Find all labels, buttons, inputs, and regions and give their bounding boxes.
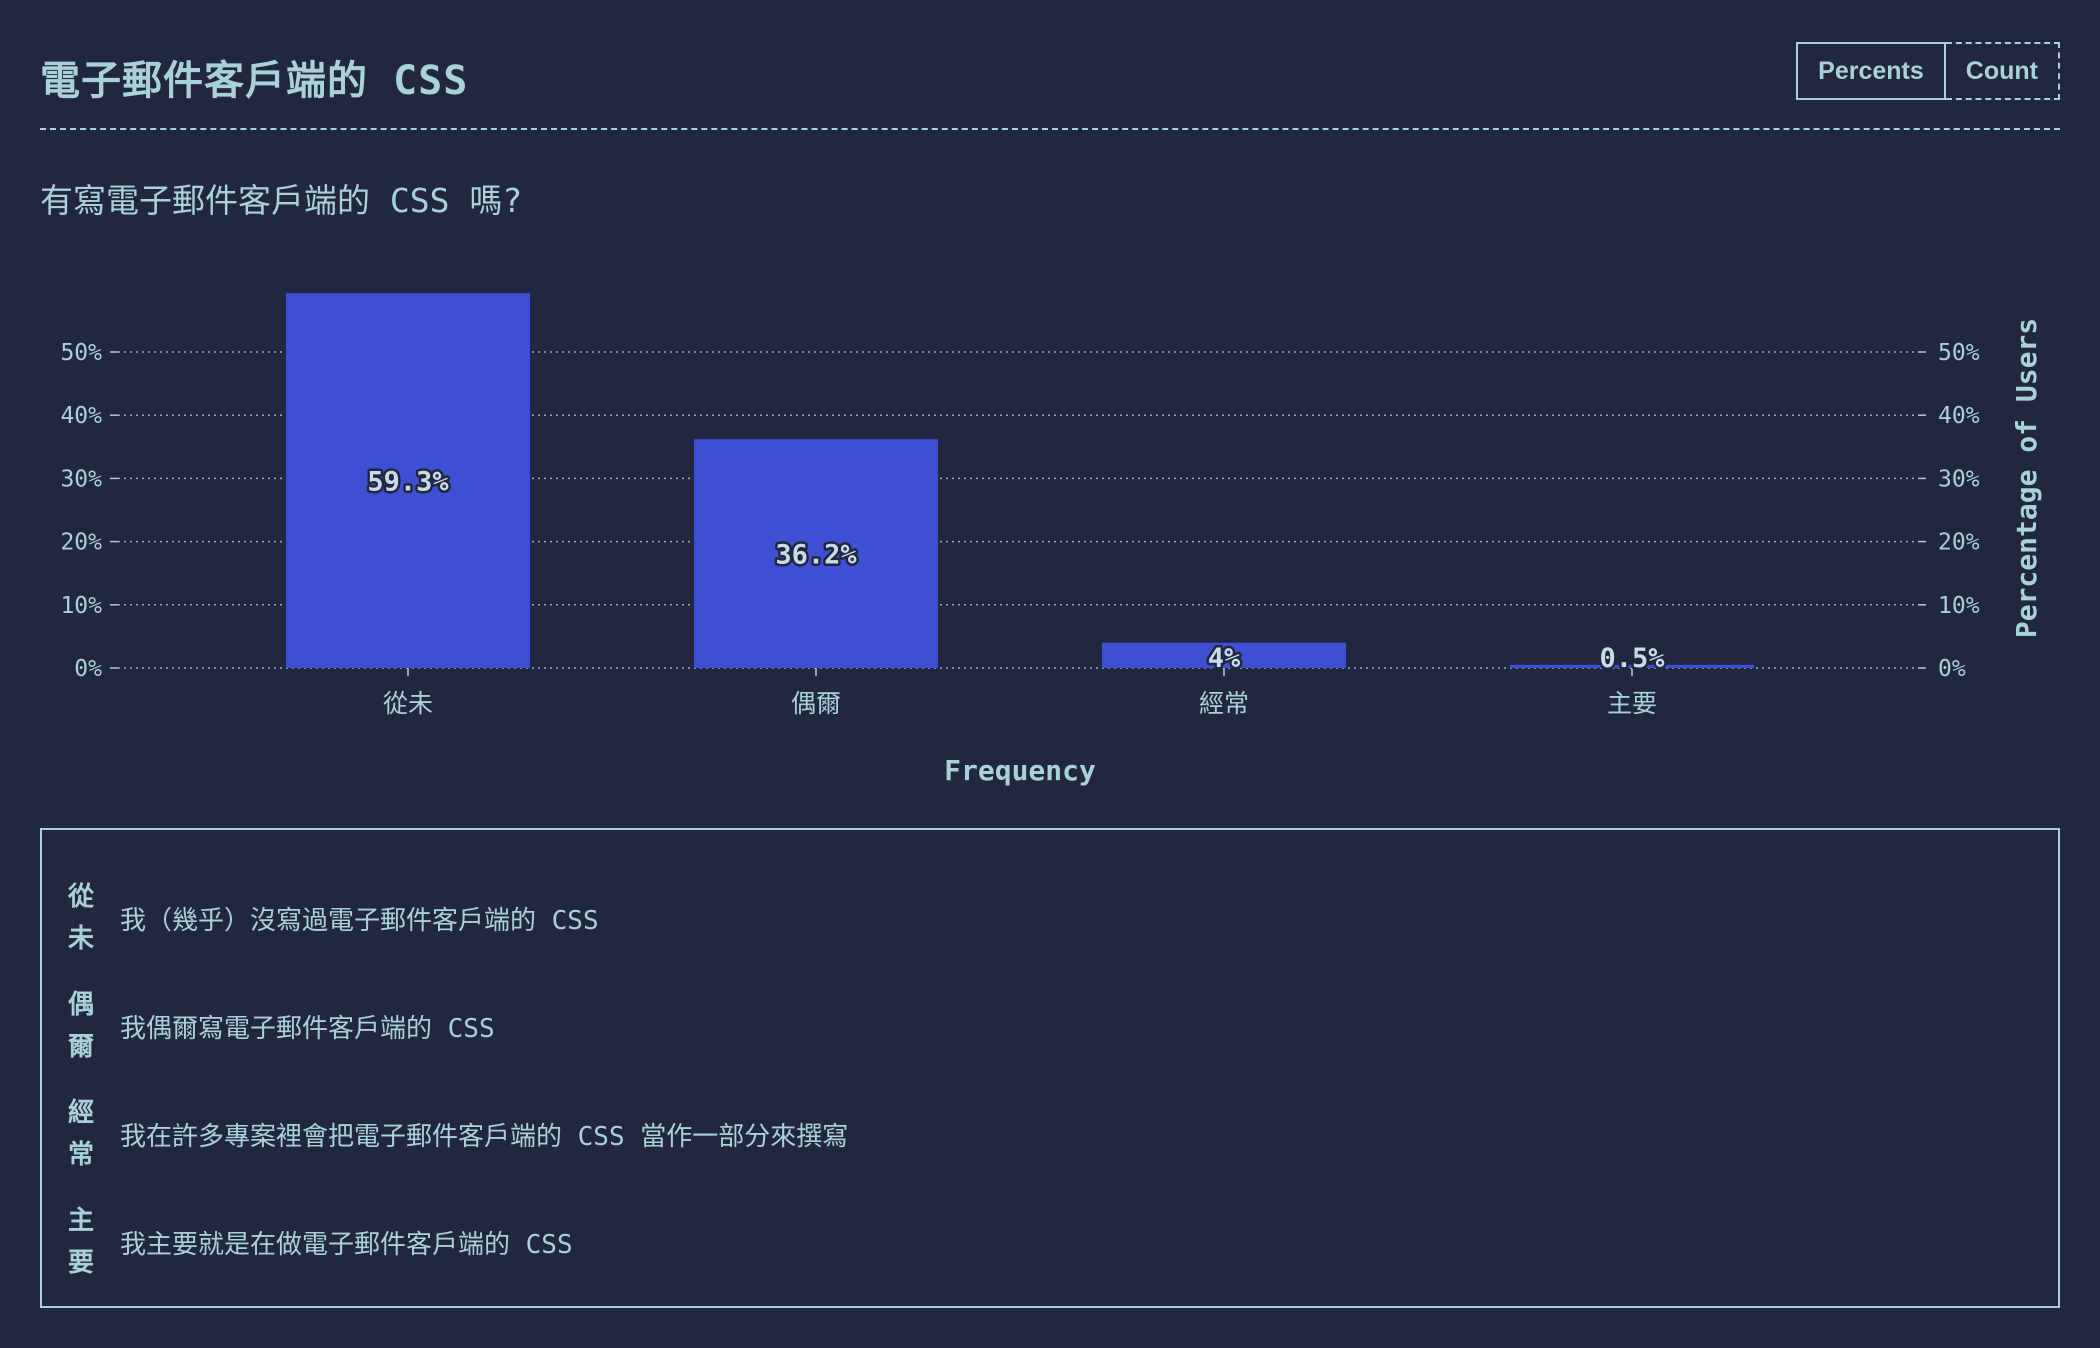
legend-key: 經常 bbox=[67, 1098, 94, 1170]
y-tick-label: 40% bbox=[60, 403, 102, 429]
y-tick-label-right: 0% bbox=[1938, 656, 1966, 682]
y-tick-label: 50% bbox=[60, 340, 102, 366]
legend-item: 偶爾 我偶爾寫電子郵件客戶端的 CSS bbox=[66, 972, 2034, 1080]
y-tick-label-right: 10% bbox=[1938, 593, 1980, 619]
count-button[interactable]: Count bbox=[1945, 42, 2060, 100]
legend-item: 經常 我在許多專案裡會把電子郵件客戶端的 CSS 當作一部分來撰寫 bbox=[66, 1080, 2034, 1188]
y-tick-label: 30% bbox=[60, 466, 102, 492]
x-tick-label: 偶爾 bbox=[791, 689, 841, 718]
legend-item: 主要 我主要就是在做電子郵件客戶端的 CSS bbox=[66, 1188, 2034, 1296]
page-header: 電子郵件客戶端的 CSS Percents Count bbox=[40, 36, 2060, 130]
legend-key: 偶爾 bbox=[67, 990, 94, 1062]
x-tick-label: 主要 bbox=[1607, 689, 1657, 718]
bar bbox=[1510, 664, 1754, 668]
legend-description: 我在許多專案裡會把電子郵件客戶端的 CSS 當作一部分來撰寫 bbox=[120, 1121, 849, 1152]
units-toggle: Percents Count bbox=[1796, 42, 2060, 100]
bar-value-label: 36.2% bbox=[775, 540, 857, 571]
y-tick-label: 0% bbox=[74, 656, 102, 682]
page-title: 電子郵件客戶端的 CSS bbox=[40, 58, 469, 104]
legend-box: 從未 我（幾乎）沒寫過電子郵件客戶端的 CSS 偶爾 我偶爾寫電子郵件客戶端的 … bbox=[40, 828, 2060, 1308]
legend-description: 我偶爾寫電子郵件客戶端的 CSS bbox=[120, 1013, 495, 1044]
bar bbox=[1102, 642, 1346, 668]
y-tick-label: 10% bbox=[60, 593, 102, 619]
legend-item: 從未 我（幾乎）沒寫過電子郵件客戶端的 CSS bbox=[66, 864, 2034, 972]
x-axis-title: Frequency bbox=[944, 754, 1096, 787]
y-tick-label-right: 20% bbox=[1938, 530, 1980, 556]
bar-value-label: 4% bbox=[1208, 643, 1241, 674]
bar-chart: 0% 0% 10% 10% 20% 20% 30% 30% 40% 40% 50% 50% 59.3% 從… bbox=[60, 293, 2043, 787]
y-tick-label: 20% bbox=[60, 530, 102, 556]
bar-value-label: 0.5% bbox=[1599, 643, 1665, 674]
bar-value-label: 59.3% bbox=[367, 467, 449, 498]
legend-key: 主要 bbox=[67, 1206, 94, 1278]
legend-description: 我（幾乎）沒寫過電子郵件客戶端的 CSS bbox=[120, 905, 599, 936]
y-tick-label-right: 50% bbox=[1938, 340, 1980, 366]
bar bbox=[286, 293, 530, 668]
legend-key: 從未 bbox=[67, 882, 94, 954]
y-tick-label-right: 40% bbox=[1938, 403, 1980, 429]
legend-description: 我主要就是在做電子郵件客戶端的 CSS bbox=[120, 1229, 573, 1260]
bar bbox=[694, 439, 938, 668]
chart-question: 有寫電子郵件客戶端的 CSS 嗎? bbox=[40, 181, 523, 220]
y-axis-title: Percentage of Users bbox=[2010, 318, 2043, 638]
y-tick-label-right: 30% bbox=[1938, 466, 1980, 492]
x-tick-label: 經常 bbox=[1199, 689, 1249, 718]
percents-button[interactable]: Percents bbox=[1796, 42, 1946, 100]
x-tick-label: 從未 bbox=[383, 689, 433, 718]
